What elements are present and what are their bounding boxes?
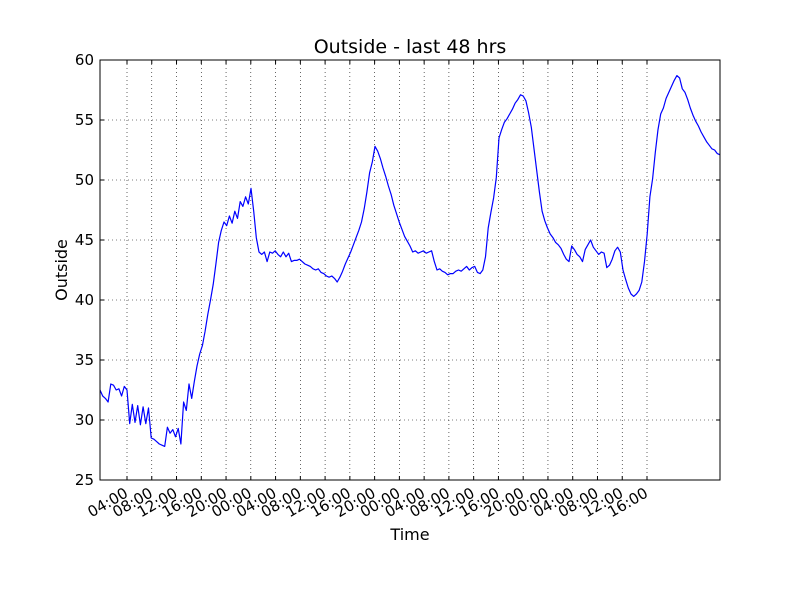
- y-tick-label: 25: [75, 471, 94, 489]
- y-tick-label: 55: [75, 111, 94, 129]
- y-tick-label: 40: [75, 291, 94, 309]
- y-tick-label: 45: [75, 231, 94, 249]
- y-tick-label: 60: [75, 51, 94, 69]
- y-tick-label: 30: [75, 411, 94, 429]
- y-tick-label: 50: [75, 171, 94, 189]
- x-axis-label: Time: [389, 525, 429, 544]
- y-axis: 25 30 35 40 45 50 55 60: [75, 51, 720, 489]
- chart-title: Outside - last 48 hrs: [314, 36, 507, 58]
- plot-frame: [99, 59, 721, 481]
- series-line-outside: [99, 74, 721, 447]
- y-tick-label: 35: [75, 351, 94, 369]
- series-layer: [99, 74, 721, 447]
- gridlines: [100, 60, 720, 480]
- y-axis-label: Outside: [52, 239, 71, 301]
